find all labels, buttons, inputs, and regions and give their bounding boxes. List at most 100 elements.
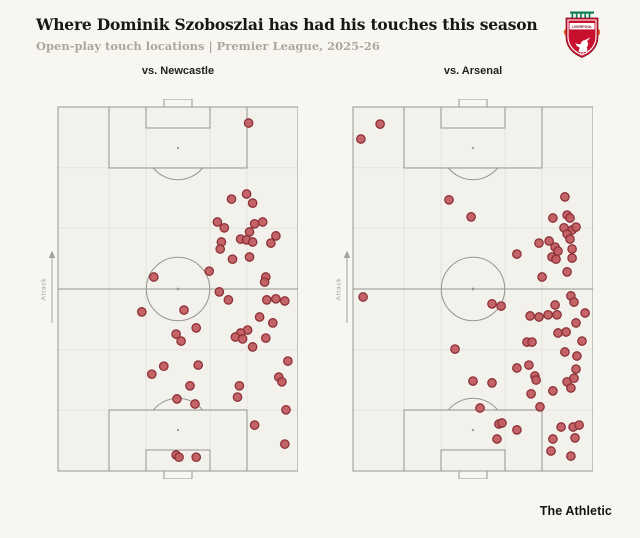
pitch-spots xyxy=(176,146,180,432)
touch-point xyxy=(283,356,293,366)
touch-point xyxy=(260,333,271,343)
touch-point xyxy=(492,434,502,444)
touch-point xyxy=(190,399,200,409)
touch-point xyxy=(571,318,581,328)
touch-point xyxy=(223,295,234,305)
touch-point xyxy=(227,254,238,265)
touch-point xyxy=(487,299,497,309)
touch-point xyxy=(247,237,258,247)
pitch-label-arsenal: vs. Arsenal xyxy=(443,65,503,77)
touch-point xyxy=(534,238,544,248)
touch-point xyxy=(254,312,265,322)
touch-point xyxy=(577,336,587,346)
touch-point xyxy=(136,307,147,317)
page-title: Where Dominik Szoboszlai has had his tou… xyxy=(36,15,538,34)
touch-point xyxy=(234,380,245,391)
crest-gates xyxy=(570,11,594,19)
touch-point xyxy=(546,446,556,456)
touch-point xyxy=(444,194,454,205)
touch-point xyxy=(548,386,558,396)
touch-point xyxy=(544,236,554,246)
touch-points xyxy=(356,119,590,461)
touch-point xyxy=(191,452,202,463)
touch-point xyxy=(237,334,248,344)
touch-point xyxy=(512,363,522,373)
touch-points xyxy=(136,118,293,463)
touch-point xyxy=(580,308,590,318)
touch-point xyxy=(215,244,226,254)
touch-point xyxy=(204,266,215,277)
touch-point xyxy=(375,119,385,129)
touch-point xyxy=(524,360,534,370)
touch-point xyxy=(212,217,223,227)
touch-point xyxy=(146,369,157,380)
touch-point xyxy=(548,213,558,223)
page-subtitle: Open-play touch locations | Premier Leag… xyxy=(36,39,380,53)
touch-point xyxy=(553,328,563,338)
crest-liver-bird xyxy=(575,37,591,53)
touch-point xyxy=(249,218,260,229)
attack-direction-arrow: Attack xyxy=(41,250,56,323)
touch-point xyxy=(551,254,561,265)
touch-point xyxy=(244,252,255,262)
touch-point xyxy=(219,222,230,233)
touch-point xyxy=(560,347,570,357)
touch-point xyxy=(512,249,522,259)
touch-point xyxy=(277,376,287,387)
touch-point xyxy=(191,323,202,333)
touch-point xyxy=(266,238,276,248)
touch-point xyxy=(550,300,560,310)
touch-point xyxy=(556,422,566,432)
touch-point xyxy=(148,272,159,282)
touch-point xyxy=(244,227,255,237)
touch-point xyxy=(569,297,579,307)
touch-point xyxy=(185,380,195,391)
attack-label: Attack xyxy=(41,278,48,301)
touch-point xyxy=(281,404,291,415)
touch-point xyxy=(179,305,189,315)
touch-point xyxy=(535,402,545,412)
touch-point xyxy=(243,118,254,128)
touch-point xyxy=(487,378,497,388)
pitch-newcastle: Attack xyxy=(41,99,298,479)
touch-point xyxy=(537,272,547,282)
touch-point xyxy=(566,383,576,393)
touch-point xyxy=(259,277,270,287)
pitch-spots xyxy=(471,146,475,432)
touch-point xyxy=(566,451,576,461)
touch-point xyxy=(567,253,577,263)
touch-point xyxy=(562,267,572,277)
touch-point xyxy=(279,439,290,449)
crest-shield-border xyxy=(567,19,597,56)
pitch-label-newcastle: vs. Newcastle xyxy=(141,65,215,77)
touch-point xyxy=(571,222,581,232)
touch-point xyxy=(214,287,225,297)
touch-point xyxy=(527,337,537,347)
brand-wordmark: The Athletic xyxy=(539,504,612,518)
crest-banner-text: LIVERPOOL xyxy=(572,25,594,29)
crest-bird-leg xyxy=(582,52,584,55)
touch-point xyxy=(226,194,237,204)
liverpool-crest-icon: LIVERPOOL xyxy=(563,11,601,58)
touch-point xyxy=(567,244,577,254)
touch-point xyxy=(526,388,536,399)
touch-point xyxy=(561,327,571,337)
touch-point xyxy=(543,309,553,320)
touch-point xyxy=(358,292,368,302)
touch-point xyxy=(565,213,575,223)
touch-point xyxy=(356,134,366,144)
touch-point xyxy=(193,360,204,370)
touch-point xyxy=(475,403,485,413)
touch-point xyxy=(241,189,252,199)
touch-point xyxy=(271,293,281,304)
touch-point xyxy=(525,311,535,321)
touch-point xyxy=(534,312,544,322)
touch-point xyxy=(232,392,243,402)
touch-point xyxy=(565,234,575,244)
touch-point xyxy=(531,375,541,385)
touch-point xyxy=(570,433,580,443)
touch-point xyxy=(560,192,570,202)
touch-point xyxy=(552,309,562,320)
touch-point xyxy=(569,373,579,384)
touch-point xyxy=(572,351,582,361)
